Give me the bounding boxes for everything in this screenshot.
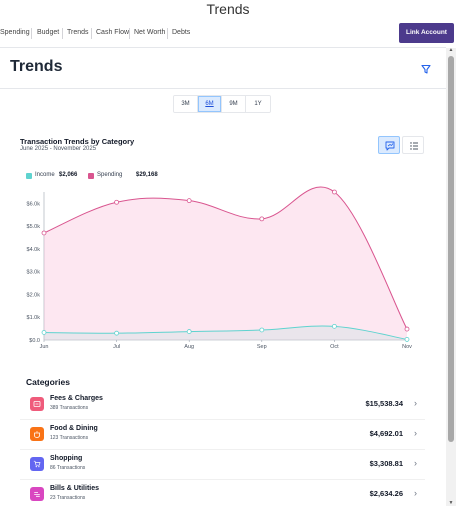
legend-spending-total: $29,168 [136, 172, 158, 178]
category-name: Food & Dining [50, 425, 98, 432]
page-title: Trends [10, 58, 63, 75]
bill-icon [30, 487, 44, 501]
chevron-right-icon: › [414, 398, 417, 408]
x-tick-label: Nov [402, 344, 412, 350]
categories-heading: Categories [26, 377, 70, 387]
y-tick-label: $3.0k [27, 270, 41, 276]
legend-income-total: $2,066 [59, 172, 78, 178]
spending-area [44, 186, 407, 340]
receipt-icon [30, 397, 44, 411]
tab-budget[interactable]: Budget [37, 29, 60, 36]
y-tick-label: $2.0k [27, 292, 41, 298]
scroll-up-arrow-icon[interactable]: ▲ [448, 47, 454, 53]
x-tick-label: Oct [330, 344, 339, 350]
category-row-shopping[interactable]: Shopping 86 Transactions $3,308.81 › [20, 450, 425, 480]
range-3m-button[interactable]: 3M [174, 96, 198, 112]
tab-divider [129, 28, 130, 39]
spending-point [259, 216, 265, 222]
time-range-selector: 3M 6M 9M 1Y [173, 95, 271, 113]
tab-spending[interactable]: Spending [0, 29, 30, 36]
window-title: Trends [206, 1, 250, 17]
x-tick-label: Jul [113, 344, 120, 350]
tab-divider [167, 28, 168, 39]
income-line [43, 325, 408, 340]
legend-spending-label: Spending [97, 172, 123, 178]
category-transaction-count: 86 Transactions [50, 465, 86, 471]
category-row-fees-charges[interactable]: Fees & Charges 389 Transactions $15,538.… [20, 390, 425, 420]
category-name: Shopping [50, 455, 83, 462]
income-point [331, 323, 337, 329]
legend-income-label: Income [35, 172, 55, 178]
chart-view-button[interactable] [378, 136, 400, 154]
category-row-bills-utilities[interactable]: Bills & Utilities 23 Transactions $2,634… [20, 480, 425, 506]
scrollbar-thumb[interactable] [448, 56, 454, 442]
top-navigation: Spending Budget Trends Cash Flow Net Wor… [0, 24, 456, 44]
category-amount: $3,308.81 [369, 459, 403, 468]
income-area [44, 325, 407, 340]
chevron-right-icon: › [414, 428, 417, 438]
y-tick-label: $5.0k [27, 224, 41, 230]
category-name: Bills & Utilities [50, 485, 100, 492]
category-transaction-count: 23 Transactions [50, 495, 86, 501]
income-swatch [26, 173, 32, 179]
tab-divider [91, 28, 92, 39]
range-1y-button[interactable]: 1Y [246, 96, 270, 112]
income-point [259, 327, 265, 333]
link-account-button[interactable]: Link Account [399, 23, 454, 43]
y-tick-label: $1.0k [27, 315, 41, 321]
income-point [186, 329, 192, 334]
chart-date-range: June 2025 - November 2025 [20, 146, 97, 152]
category-amount: $2,634.26 [369, 489, 403, 498]
category-row-food-dining[interactable]: Food & Dining 123 Transactions $4,692.01… [20, 420, 425, 450]
chart-view-icon [385, 141, 395, 151]
chart-title: Transaction Trends by Category [20, 137, 135, 146]
category-amount: $4,692.01 [369, 429, 403, 438]
range-9m-button[interactable]: 9M [222, 96, 246, 112]
row-divider [20, 479, 425, 480]
cart-icon [30, 457, 44, 471]
row-divider [20, 449, 425, 450]
tab-divider [62, 28, 63, 39]
x-tick-label: Sep [257, 344, 267, 350]
income-point [404, 337, 410, 342]
spending-point [41, 230, 47, 236]
y-tick-label: $6.0k [27, 201, 41, 207]
category-name: Fees & Charges [50, 395, 103, 402]
chevron-right-icon: › [414, 488, 417, 498]
spending-point [331, 189, 337, 195]
list-view-icon [410, 142, 418, 150]
header-divider [0, 88, 446, 89]
income-point [41, 330, 47, 335]
spending-point [186, 198, 192, 204]
range-6m-button[interactable]: 6M [198, 96, 222, 112]
food-icon [30, 427, 44, 441]
category-transaction-count: 389 Transactions [50, 405, 89, 411]
spending-point [114, 199, 119, 205]
tab-trends[interactable]: Trends [67, 29, 89, 36]
category-transaction-count: 123 Transactions [50, 435, 89, 441]
filter-icon[interactable] [420, 62, 432, 74]
trends-area-chart: $0.0 $1.0k $2.0k $3.0k $4.0k $5.0k $6.0k Jun Jul… [27, 186, 412, 350]
category-amount: $15,538.34 [365, 399, 403, 408]
income-point [114, 330, 119, 336]
nav-divider [0, 47, 446, 48]
tab-cash-flow[interactable]: Cash Flow [96, 29, 130, 36]
y-tick-label: $4.0k [27, 247, 41, 253]
tab-debts[interactable]: Debts [172, 29, 191, 36]
tab-net-worth[interactable]: Net Worth [134, 29, 166, 36]
tab-divider [31, 28, 32, 39]
list-view-button[interactable] [402, 136, 424, 154]
x-tick-label: Aug [184, 344, 194, 350]
x-tick-label: Jun [40, 344, 49, 350]
y-tick-label: $0.0 [29, 338, 40, 344]
spending-swatch [88, 173, 94, 179]
row-divider [20, 419, 425, 420]
scroll-down-arrow-icon[interactable]: ▼ [448, 500, 454, 506]
chevron-right-icon: › [414, 458, 417, 468]
spending-point [404, 326, 410, 332]
